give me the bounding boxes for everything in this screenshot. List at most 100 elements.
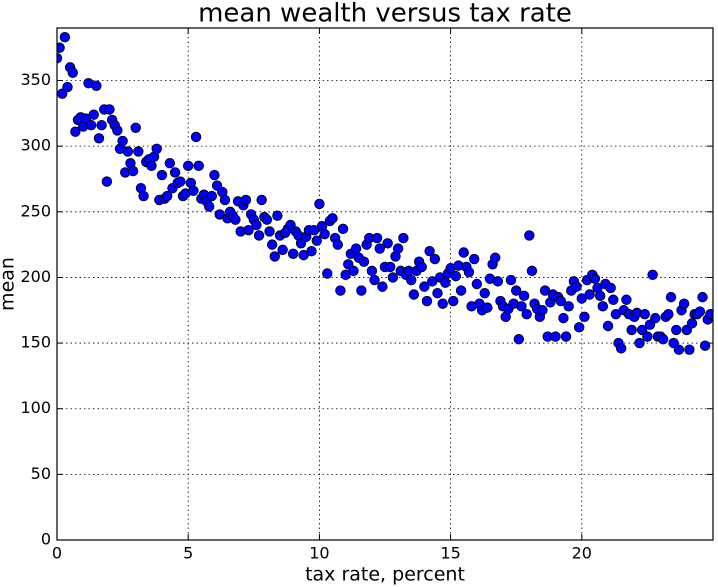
point — [356, 285, 367, 296]
point — [57, 42, 65, 53]
point — [382, 238, 393, 249]
point — [164, 158, 176, 169]
point — [369, 274, 380, 286]
point — [122, 146, 134, 157]
point — [371, 232, 383, 244]
point — [424, 245, 435, 257]
point — [642, 331, 653, 342]
point — [406, 274, 417, 286]
point — [169, 167, 181, 178]
point — [558, 312, 569, 324]
point — [314, 198, 325, 210]
point — [455, 285, 467, 296]
point — [479, 287, 490, 299]
point — [261, 214, 273, 225]
point — [88, 109, 99, 120]
point — [193, 160, 204, 172]
point — [513, 333, 525, 345]
point — [327, 213, 338, 224]
point — [673, 344, 685, 355]
point — [594, 290, 606, 302]
point — [686, 318, 698, 329]
point — [516, 301, 527, 312]
point — [440, 277, 451, 288]
points — [57, 31, 713, 355]
point — [348, 265, 359, 277]
point — [639, 308, 650, 320]
point — [337, 223, 349, 235]
point — [162, 190, 173, 202]
point — [101, 176, 113, 187]
point — [634, 337, 645, 349]
point — [385, 261, 396, 273]
point — [91, 80, 102, 91]
point — [266, 239, 278, 250]
point — [130, 122, 141, 133]
point — [605, 282, 616, 294]
point — [277, 244, 288, 256]
point — [699, 340, 711, 351]
point — [471, 278, 483, 290]
point — [366, 265, 378, 277]
point — [490, 252, 501, 263]
point — [511, 285, 522, 296]
x-tick-label: 20 — [572, 544, 592, 563]
chart-title: mean wealth versus tax rate — [198, 0, 572, 29]
point — [563, 301, 574, 312]
point — [269, 251, 280, 262]
point — [697, 291, 708, 303]
y-tick-label: 50 — [31, 464, 51, 483]
point — [608, 294, 619, 305]
point — [272, 210, 283, 221]
plot-frame — [56, 27, 714, 541]
point — [206, 190, 218, 202]
point — [374, 243, 385, 254]
y-tick-label: 0 — [41, 530, 51, 549]
point — [647, 269, 658, 281]
point — [550, 331, 561, 342]
point — [264, 226, 275, 237]
point — [671, 324, 682, 336]
point — [67, 67, 78, 78]
point — [678, 298, 690, 309]
point — [62, 81, 73, 93]
point — [492, 276, 504, 287]
point — [705, 308, 713, 320]
point — [133, 146, 144, 157]
y-tick-label: 350 — [20, 70, 51, 89]
y-tick-label: 250 — [20, 201, 51, 220]
point — [319, 228, 330, 240]
x-tick-label: 5 — [183, 544, 193, 563]
point — [230, 214, 241, 225]
point — [437, 298, 448, 309]
y-tick-label: 100 — [20, 398, 51, 417]
x-axis-label: tax rate, percent — [305, 564, 465, 586]
point — [332, 239, 343, 250]
point — [146, 160, 157, 172]
point — [555, 295, 567, 307]
point — [398, 232, 409, 244]
point — [392, 243, 404, 254]
point — [429, 253, 441, 265]
point — [469, 253, 480, 265]
point — [311, 235, 322, 246]
point — [350, 243, 362, 254]
point — [209, 169, 220, 181]
point — [521, 308, 532, 320]
point — [571, 281, 582, 292]
point — [322, 268, 333, 279]
point — [156, 169, 168, 181]
point — [621, 294, 632, 305]
point — [432, 287, 443, 299]
y-axis-label: mean — [0, 257, 19, 311]
point — [458, 247, 469, 258]
point — [694, 306, 706, 317]
point — [387, 272, 399, 283]
point — [419, 281, 430, 292]
point — [251, 219, 262, 231]
point — [104, 104, 115, 115]
y-tick-label: 200 — [20, 267, 51, 286]
point — [182, 160, 194, 172]
